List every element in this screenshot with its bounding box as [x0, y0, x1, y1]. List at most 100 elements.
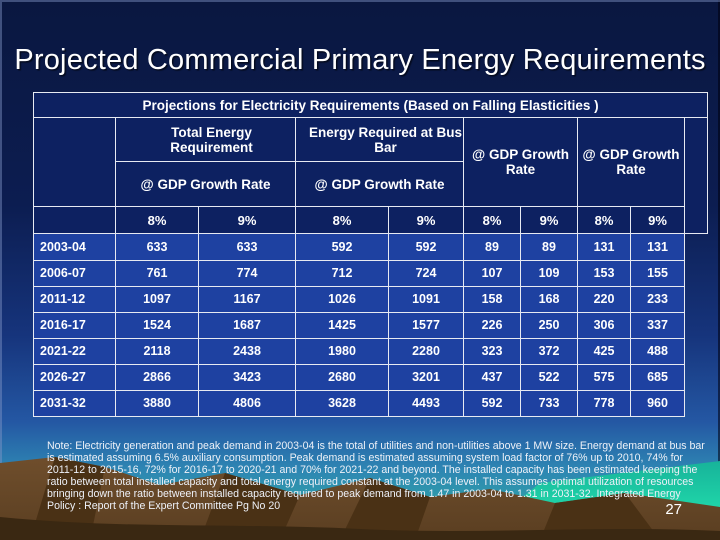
value-cell: 3423 — [198, 363, 296, 391]
value-cell: 2280 — [388, 337, 464, 365]
value-cell: 107 — [463, 259, 521, 287]
group-header-row: Total Energy Requirement Energy Required… — [33, 117, 709, 235]
value-cell: 2866 — [115, 363, 199, 391]
value-cell: 2680 — [295, 363, 389, 391]
value-cell: 372 — [520, 337, 578, 365]
value-cell: 685 — [630, 363, 685, 391]
value-cell: 633 — [115, 233, 199, 261]
value-cell: 575 — [577, 363, 631, 391]
table-title: Projections for Electricity Requirements… — [32, 91, 709, 119]
value-cell: 1097 — [115, 285, 199, 313]
sub-header-gdp-growth-1: @ GDP Growth Rate — [115, 161, 296, 208]
table-title-row: Projections for Electricity Requirements… — [32, 91, 709, 119]
sub-header-row: @ GDP Growth Rate @ GDP Growth Rate — [34, 161, 708, 208]
table-row: 2021-22 2118 2438 1980 2280 323 372 425 488 — [33, 337, 708, 365]
value-cell: 1167 — [198, 285, 296, 313]
value-cell: 633 — [198, 233, 296, 261]
value-cell: 425 — [577, 337, 631, 365]
slide-note: Note: Electricity generation and peak de… — [47, 440, 705, 513]
value-cell: 131 — [630, 233, 685, 261]
value-cell: 724 — [388, 259, 464, 287]
mountain-shadow-facet — [540, 493, 660, 540]
value-cell: 153 — [577, 259, 631, 287]
value-cell: 522 — [520, 363, 578, 391]
rate-header-cell: 8% — [577, 206, 631, 235]
mountain-shadow-facet — [200, 473, 300, 540]
value-cell: 131 — [577, 233, 631, 261]
value-cell: 761 — [115, 259, 199, 287]
value-cell: 960 — [630, 389, 685, 418]
value-cell: 488 — [630, 337, 685, 365]
table-body: 2003-04 633 633 592 592 89 89 131 131 2006-07 761 7… — [33, 233, 708, 418]
group-header-total-energy: Total Energy Requirement — [115, 117, 296, 163]
period-cell: 2021-22 — [33, 337, 116, 365]
value-cell: 592 — [388, 233, 464, 261]
value-cell: 337 — [630, 311, 685, 339]
value-cell: 306 — [577, 311, 631, 339]
value-cell: 2438 — [198, 337, 296, 365]
value-cell: 4493 — [388, 389, 464, 418]
value-cell: 592 — [295, 233, 389, 261]
value-cell: 1577 — [388, 311, 464, 339]
value-cell: 2118 — [115, 337, 199, 365]
page-number: 27 — [665, 501, 682, 518]
value-cell: 4806 — [198, 389, 296, 418]
value-cell: 1980 — [295, 337, 389, 365]
value-cell: 168 — [520, 285, 578, 313]
period-cell: 2003-04 — [33, 233, 116, 261]
period-cell: 2016-17 — [33, 311, 116, 339]
sub-header-gdp-growth-2: @ GDP Growth Rate — [295, 161, 464, 208]
period-cell: 2006-07 — [33, 259, 116, 287]
group-header-gdp-rate-2: @ GDP Growth Rate — [577, 117, 685, 208]
mountain-ridge — [0, 457, 720, 540]
value-cell: 226 — [463, 311, 521, 339]
period-cell: 2011-12 — [33, 285, 116, 313]
empty-corner-cell — [33, 117, 116, 208]
value-cell: 3880 — [115, 389, 199, 418]
table-row: 2011-12 1097 1167 1026 1091 158 168 220 233 — [33, 285, 708, 313]
energy-projections-table: Projections for Electricity Requirements… — [32, 91, 709, 418]
table-row: 2016-17 1524 1687 1425 1577 226 250 306 337 — [33, 311, 708, 339]
rate-header-cell: 9% — [388, 206, 464, 235]
value-cell: 1524 — [115, 311, 199, 339]
rate-header-cell: 8% — [463, 206, 521, 235]
value-cell: 1091 — [388, 285, 464, 313]
rate-header-cell: 8% — [115, 206, 199, 235]
rate-header-cell: 9% — [520, 206, 578, 235]
period-cell: 2026-27 — [33, 363, 116, 391]
value-cell: 778 — [577, 389, 631, 418]
value-cell: 89 — [520, 233, 578, 261]
value-cell: 220 — [577, 285, 631, 313]
value-cell: 3628 — [295, 389, 389, 418]
mountain-shadow-facet — [30, 457, 105, 540]
value-cell: 155 — [630, 259, 685, 287]
rate-header-cell: 8% — [295, 206, 389, 235]
rate-header-cell: 9% — [198, 206, 296, 235]
value-cell: 1026 — [295, 285, 389, 313]
mountain-landscape-graphic — [0, 457, 720, 540]
value-cell: 733 — [520, 389, 578, 418]
rate-row-empty-cell — [33, 206, 116, 235]
period-cell: 2031-32 — [33, 389, 116, 418]
table-row: 2006-07 761 774 712 724 107 109 153 155 — [33, 259, 708, 287]
rate-header-row: 8% 9% 8% 9% 8% 9% 8% 9% — [33, 206, 708, 235]
table-row: 2026-27 2866 3423 2680 3201 437 522 575 685 — [33, 363, 708, 391]
value-cell: 1425 — [295, 311, 389, 339]
value-cell: 233 — [630, 285, 685, 313]
value-cell: 323 — [463, 337, 521, 365]
value-cell: 1687 — [198, 311, 296, 339]
group-header-gdp-rate-1: @ GDP Growth Rate — [463, 117, 578, 208]
foreground-ridge — [0, 517, 720, 540]
value-cell: 250 — [520, 311, 578, 339]
table-row: 2003-04 633 633 592 592 89 89 131 131 — [33, 233, 708, 261]
value-cell: 774 — [198, 259, 296, 287]
table-row: 2031-32 3880 4806 3628 4493 592 733 778 960 — [33, 389, 708, 418]
value-cell: 437 — [463, 363, 521, 391]
value-cell: 592 — [463, 389, 521, 418]
value-cell: 158 — [463, 285, 521, 313]
table-right-spacer — [683, 117, 709, 235]
value-cell: 109 — [520, 259, 578, 287]
group-header-bus-bar: Energy Required at Bus Bar — [295, 117, 464, 163]
rate-header-cell: 9% — [630, 206, 685, 235]
